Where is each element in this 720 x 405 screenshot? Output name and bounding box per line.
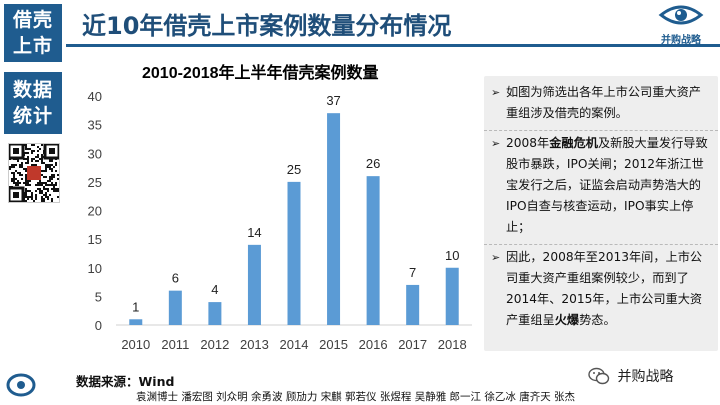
- bar: [445, 267, 459, 325]
- y-tick-label: 35: [88, 118, 102, 133]
- y-tick-label: 10: [88, 261, 102, 276]
- sidebar-label-line: 上市: [12, 35, 53, 57]
- bar: [406, 284, 420, 325]
- chart-title: 2010-2018年上半年借壳案例数量: [142, 65, 379, 82]
- x-tick-label: 2011: [161, 337, 189, 352]
- data-label: 10: [445, 248, 459, 263]
- note-text: 如图为筛选出各年上市公司重大资产重组涉及借壳的案例。: [506, 85, 701, 120]
- x-tick-label: 2013: [240, 337, 269, 352]
- wechat-account-name: 并购战略: [617, 369, 674, 385]
- x-tick-label: 2012: [200, 337, 229, 352]
- brand-logo: 并购战略: [650, 2, 712, 46]
- note-item: ➢ 因此，2008年至2013年间，上市公司重大资产重组案例较少，而到了2014年…: [484, 245, 718, 337]
- bullet-arrow-icon: ➢: [491, 251, 501, 264]
- y-tick-label: 30: [88, 146, 102, 161]
- x-tick-label: 2010: [121, 337, 150, 352]
- wechat-account[interactable]: 并购战略: [588, 366, 673, 388]
- data-label: 4: [211, 282, 218, 297]
- note-text: 2008年: [506, 136, 550, 150]
- y-tick-label: 20: [88, 204, 102, 219]
- sidebar-label-line: 借壳: [12, 9, 53, 31]
- data-label: 26: [366, 156, 380, 171]
- note-highlight: 火爆: [554, 313, 580, 327]
- note-text: 势态。: [579, 313, 616, 327]
- note-text: 及新股大量发行导致股市暴跌，IPO关闸；2012年浙江世宝发行之后，证监会启动声…: [506, 136, 708, 234]
- page-title: 近10年借壳上市案例数量分布情况: [82, 12, 452, 40]
- note-text: 因此，2008年至2013年间，上市公司重大资产重组案例较少，而到了2014年、…: [506, 250, 703, 327]
- brand-name: 并购战略: [661, 35, 701, 46]
- x-tick-label: 2016: [359, 337, 388, 352]
- x-tick-label: 2014: [280, 337, 309, 352]
- sidebar: 借壳 上市 数据 统计: [0, 0, 66, 405]
- y-tick-label: 5: [95, 289, 102, 304]
- bar: [129, 319, 143, 325]
- authors-list: 袁渊博士 潘宏图 刘众明 余勇波 顾劢力 宋麒 郭若仪 张煜程 吴静雅 郎一江 …: [136, 391, 576, 403]
- qr-code-icon: [8, 143, 60, 203]
- company-logo-icon: [6, 373, 36, 397]
- note-item: ➢ 如图为筛选出各年上市公司重大资产重组涉及借壳的案例。: [484, 80, 718, 131]
- data-label: 25: [287, 162, 301, 177]
- sidebar-label-data-stats: 数据 统计: [4, 72, 62, 134]
- header: 近10年借壳上市案例数量分布情况 并购战略: [66, 0, 720, 46]
- data-label: 6: [172, 271, 179, 286]
- eye-logo-icon: [658, 5, 704, 25]
- bullet-arrow-icon: ➢: [491, 86, 501, 99]
- x-tick-label: 2017: [398, 337, 427, 352]
- notes-panel: ➢ 如图为筛选出各年上市公司重大资产重组涉及借壳的案例。 ➢ 2008年金融危机及新股…: [484, 76, 718, 351]
- bar-chart: 0 5 10 15 20 25 30 35 40 1 2010 6 2011 4 2012 14 2013 25 2…: [88, 89, 472, 352]
- header-divider: [66, 44, 720, 47]
- y-tick-label: 0: [95, 318, 102, 333]
- sidebar-label-line: 数据: [12, 79, 53, 101]
- data-label: 37: [326, 93, 340, 108]
- bar: [247, 244, 261, 325]
- data-label: 1: [132, 299, 139, 314]
- note-highlight: 金融危机: [549, 136, 598, 150]
- note-item: ➢ 2008年金融危机及新股大量发行导致股市暴跌，IPO关闸；2012年浙江世宝发…: [484, 131, 718, 245]
- data-source: 数据来源：Wind: [76, 374, 175, 389]
- bar: [366, 176, 380, 325]
- bar: [168, 290, 182, 325]
- y-tick-label: 40: [88, 89, 102, 104]
- y-tick-label: 15: [88, 232, 102, 247]
- sidebar-label-line: 统计: [12, 105, 53, 127]
- sidebar-label-backdoor-listing: 借壳 上市: [4, 4, 62, 62]
- data-label: 7: [409, 265, 416, 280]
- data-label: 14: [247, 225, 261, 240]
- bar: [208, 302, 222, 325]
- x-tick-label: 2015: [319, 337, 348, 352]
- bullet-arrow-icon: ➢: [491, 137, 501, 150]
- y-tick-label: 25: [88, 175, 102, 190]
- x-tick-label: 2018: [438, 337, 467, 352]
- bar: [327, 113, 341, 325]
- wechat-icon: [588, 367, 610, 385]
- bar: [287, 181, 301, 325]
